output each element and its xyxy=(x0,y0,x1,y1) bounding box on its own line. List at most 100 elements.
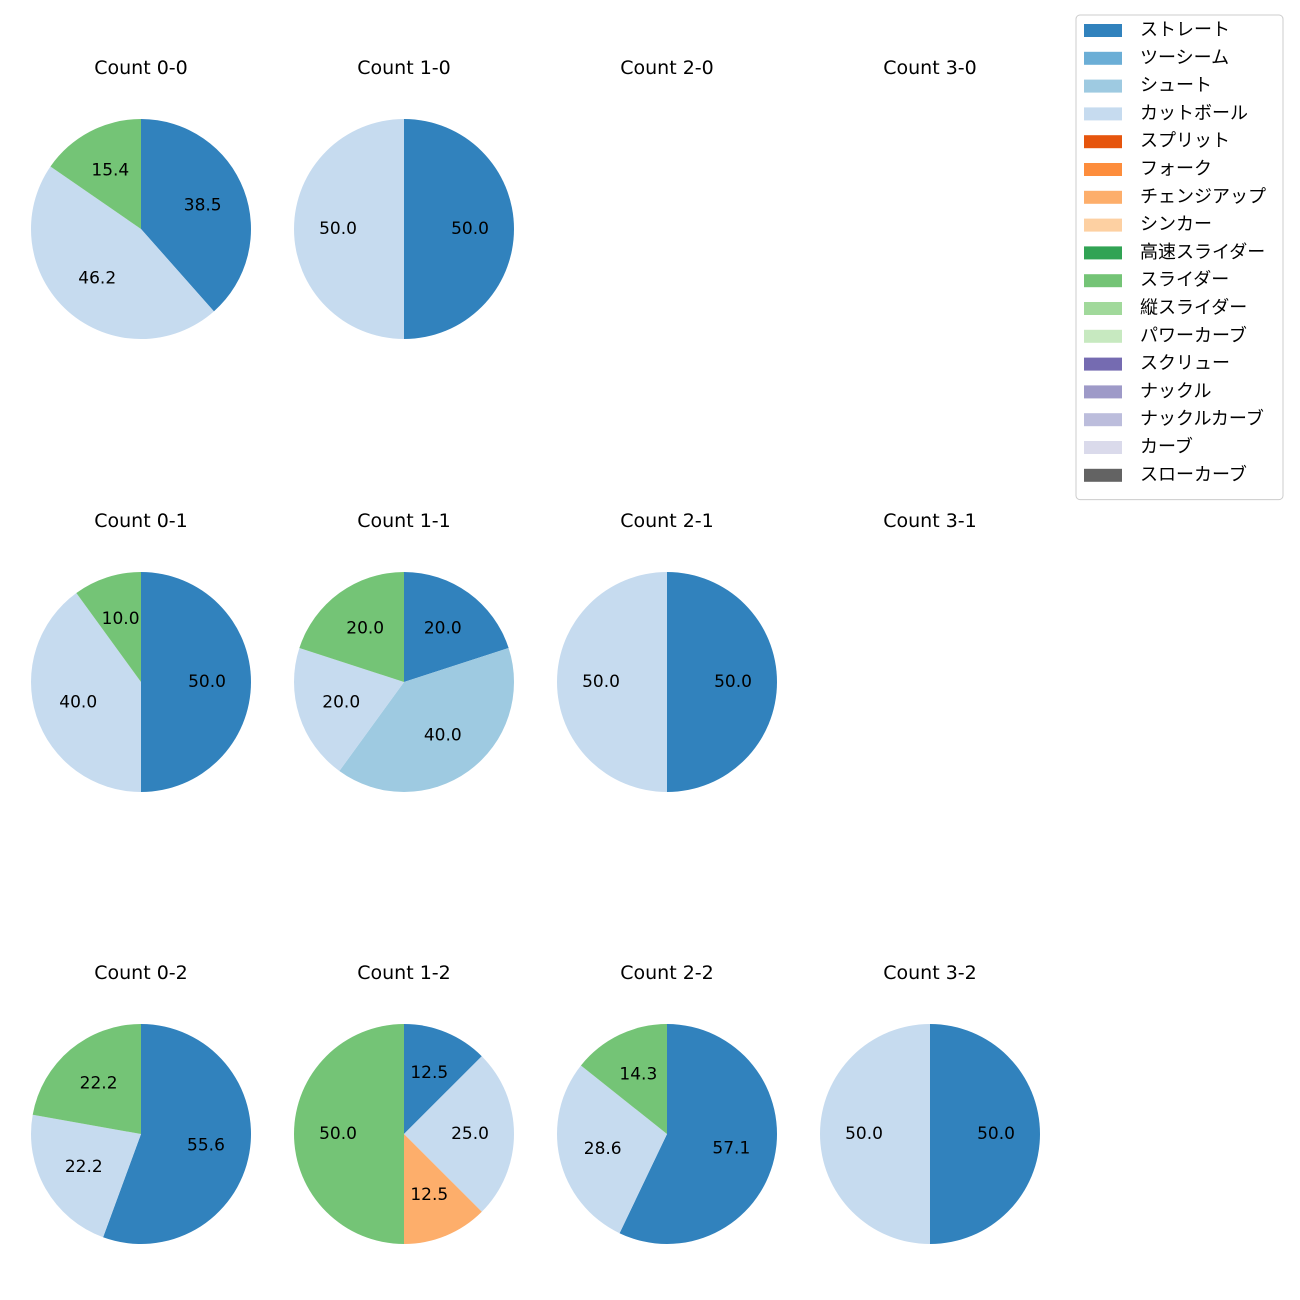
pie-slice xyxy=(299,572,404,682)
pie-slice-label: 40.0 xyxy=(424,725,462,745)
pie-slice-label: 20.0 xyxy=(322,692,360,712)
legend-label: 高速スライダー xyxy=(1140,242,1265,263)
pie-count-2-0: Count 2-0 xyxy=(620,57,714,79)
pie-title: Count 0-2 xyxy=(94,962,188,984)
legend: ストレートツーシームシュートカットボールスプリットフォークチェンジアップシンカー… xyxy=(1075,14,1284,501)
legend-frame xyxy=(1075,14,1284,501)
pie-slice-label: 50.0 xyxy=(845,1124,883,1144)
legend-label: カットボール xyxy=(1140,103,1248,124)
pie-title: Count 1-2 xyxy=(357,962,451,984)
pie-slice-label: 46.2 xyxy=(78,268,116,288)
pie-slice-label: 12.5 xyxy=(410,1063,448,1083)
pie-title: Count 0-1 xyxy=(94,510,188,532)
pie-slice-label: 22.2 xyxy=(80,1073,118,1093)
pie-slice xyxy=(580,1024,667,1134)
pie-slice-label: 50.0 xyxy=(188,672,226,692)
legend-swatch xyxy=(1084,246,1122,260)
pie-count-1-2: Count 1-2 12.5 25.0 12.5 50.0 xyxy=(294,962,514,1244)
pie-slice xyxy=(404,1024,482,1134)
pie-count-0-2: Count 0-2 55.6 22.2 22.2 xyxy=(31,962,252,1244)
legend-swatch xyxy=(1084,302,1122,315)
legend-swatch xyxy=(1084,329,1122,343)
pie-slice xyxy=(293,648,404,771)
legend-swatch xyxy=(1084,274,1122,288)
pie-slice-label: 12.5 xyxy=(410,1185,448,1205)
pie-slice-label: 50.0 xyxy=(582,672,620,692)
pie-count-2-1: Count 2-1 50.0 50.0 xyxy=(557,510,777,792)
pie-slice-label: 14.3 xyxy=(619,1065,657,1085)
legend-label: チェンジアップ xyxy=(1140,186,1266,207)
pie-slice xyxy=(820,1024,930,1244)
legend-swatch xyxy=(1084,51,1122,65)
pie-count-2-2: Count 2-2 57.1 28.6 14.3 xyxy=(557,962,778,1244)
pie-slice-label: 55.6 xyxy=(187,1136,225,1156)
legend-label: スプリット xyxy=(1140,131,1230,152)
pie-title: Count 0-0 xyxy=(94,57,188,79)
legend-swatch xyxy=(1084,135,1122,149)
legend-swatch xyxy=(1084,190,1122,204)
pie-slice xyxy=(32,1024,142,1134)
pie-slice xyxy=(31,1114,141,1238)
pie-slice xyxy=(930,1024,1040,1244)
legend-swatch xyxy=(1084,163,1122,176)
legend-label: シンカー xyxy=(1140,214,1212,235)
pie-slice xyxy=(294,119,404,339)
pie-slice-label: 50.0 xyxy=(714,672,752,692)
legend-swatch xyxy=(1084,468,1122,482)
pie-slice-label: 22.2 xyxy=(65,1157,103,1177)
pie-title: Count 2-0 xyxy=(620,57,714,79)
pie-title: Count 3-1 xyxy=(883,510,977,532)
pie-count-3-1: Count 3-1 xyxy=(883,510,977,532)
legend-swatch xyxy=(1084,107,1122,121)
pie-slice xyxy=(30,593,141,792)
pie-count-1-0: Count 1-0 50.0 50.0 xyxy=(294,57,514,339)
pie-slice xyxy=(557,1065,667,1234)
pie-slice-label: 28.6 xyxy=(584,1139,622,1159)
pie-count-0-0: Count 0-0 38.5 46.2 15.4 xyxy=(30,57,252,340)
legend-label: ナックル xyxy=(1140,381,1211,402)
pie-slice xyxy=(404,572,509,682)
pie-count-3-2: Count 3-2 50.0 50.0 xyxy=(820,962,1040,1244)
legend-label: フォーク xyxy=(1140,159,1212,180)
pie-slice-label: 50.0 xyxy=(977,1124,1015,1144)
legend-label: ツーシーム xyxy=(1140,47,1229,68)
pie-count-0-1: Count 0-1 50.0 40.0 10.0 xyxy=(30,510,251,792)
legend-label: スクリュー xyxy=(1140,353,1230,374)
pie-slice xyxy=(103,1024,252,1244)
pie-slice xyxy=(404,1134,482,1244)
pie-title: Count 2-1 xyxy=(620,510,714,532)
pie-slice-label: 20.0 xyxy=(346,619,384,639)
pie-slice-label: 25.0 xyxy=(451,1124,489,1144)
pie-slice-label: 38.5 xyxy=(184,196,222,216)
pie-slice xyxy=(76,572,141,682)
legend-swatch xyxy=(1084,218,1122,232)
pie-title: Count 3-2 xyxy=(883,962,977,984)
pie-title: Count 3-0 xyxy=(883,57,977,79)
pie-slice-label: 10.0 xyxy=(102,609,140,629)
pie-slice xyxy=(141,572,251,792)
pie-title: Count 1-0 xyxy=(357,57,451,79)
legend-swatch xyxy=(1084,357,1122,371)
legend-swatch xyxy=(1084,441,1122,454)
pie-slice-label: 57.1 xyxy=(712,1139,750,1159)
legend-label: スローカーブ xyxy=(1140,463,1247,485)
pie-title: Count 1-1 xyxy=(357,510,451,532)
pie-slice xyxy=(50,118,141,229)
legend-label: シュート xyxy=(1140,75,1212,96)
pie-slice xyxy=(404,119,514,339)
legend-label: 縦スライダー xyxy=(1140,298,1247,319)
pie-slice xyxy=(667,572,777,792)
pie-slice-label: 50.0 xyxy=(319,219,357,239)
legend-label: パワーカーブ xyxy=(1140,324,1247,346)
pie-slice-label: 20.0 xyxy=(424,619,462,639)
legend-swatch xyxy=(1084,385,1122,399)
pie-slice xyxy=(30,166,214,340)
legend-swatch xyxy=(1084,24,1122,37)
legend-swatch xyxy=(1084,413,1122,427)
pie-slice-label: 50.0 xyxy=(451,219,489,239)
legend-label: ナックルカーブ xyxy=(1140,408,1264,430)
pie-slice xyxy=(339,648,515,793)
pie-slice-label: 15.4 xyxy=(91,161,129,181)
pie-slice xyxy=(404,1056,514,1212)
